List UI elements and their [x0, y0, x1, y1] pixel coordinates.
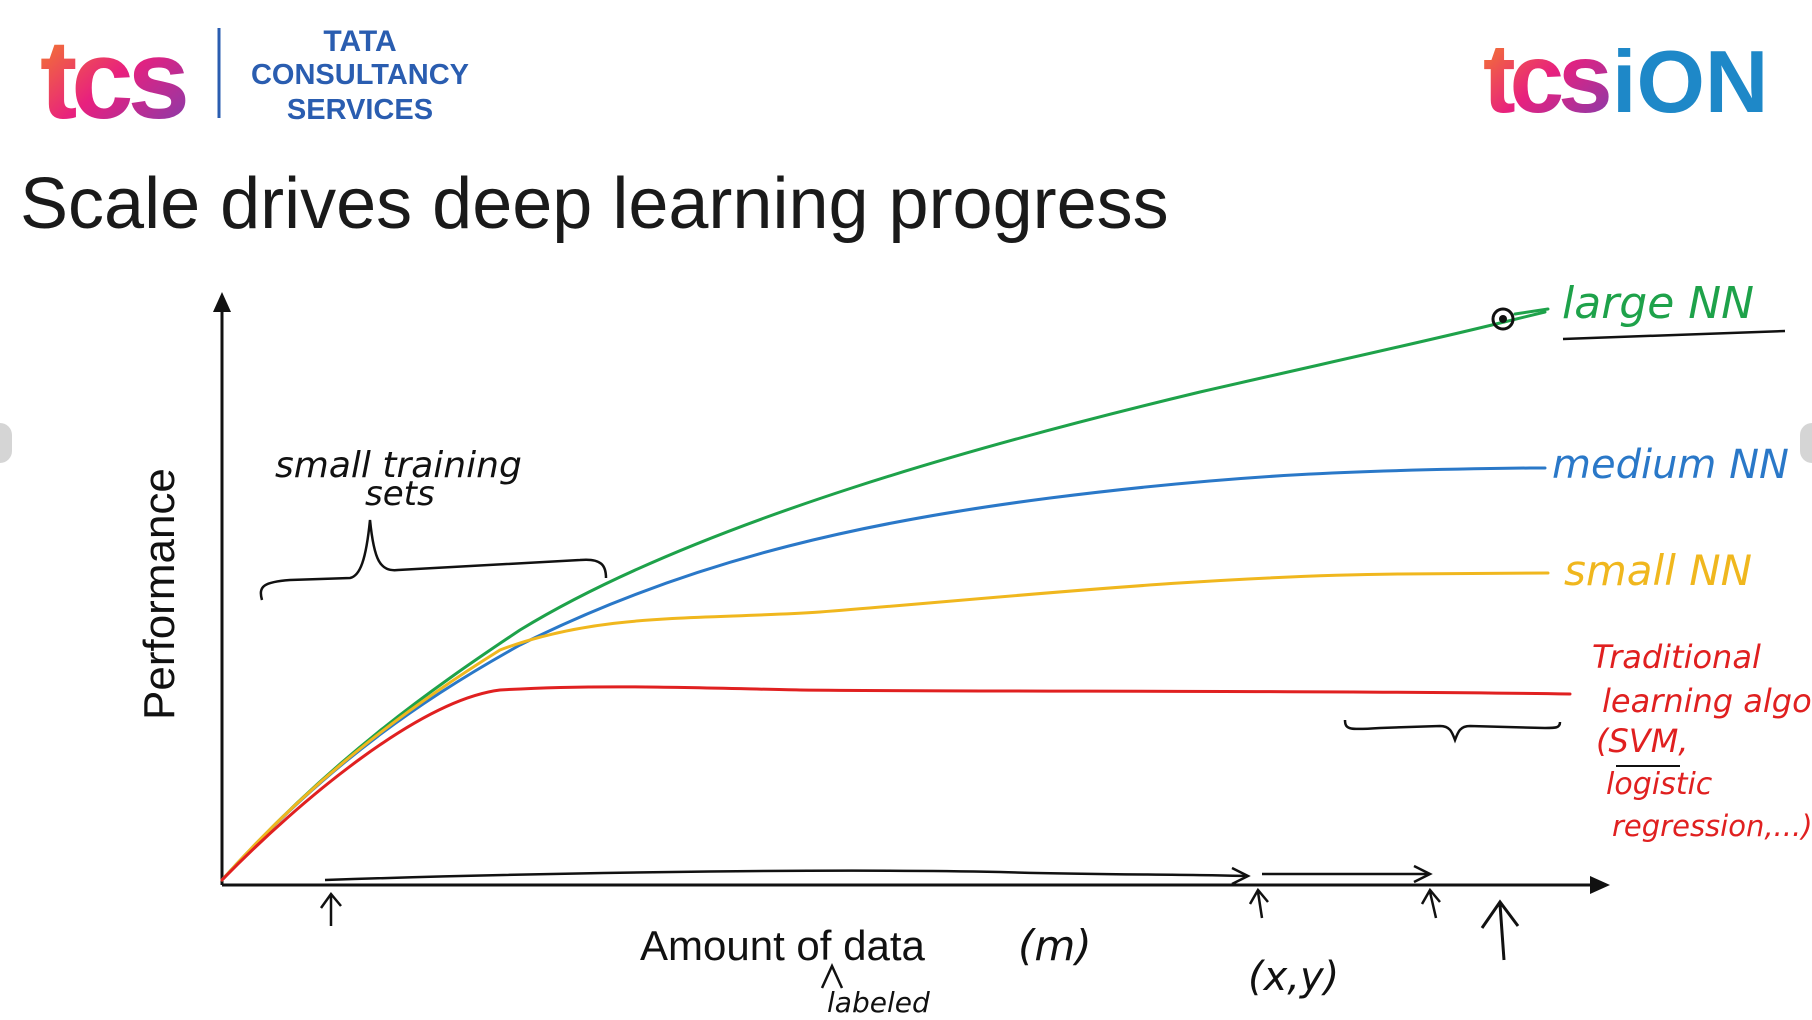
large-nn-endpoint-dot [1499, 315, 1507, 323]
trad-line-2: learning algo [1602, 682, 1812, 720]
bottom-annotations [319, 864, 1520, 989]
large-nn-curve [220, 310, 1547, 882]
trad-line-5: regression,...) [1612, 809, 1812, 843]
x-axis-arrow [1590, 876, 1610, 894]
tcs-logo-mark: tcs [40, 17, 186, 142]
small-training-label: small training [275, 445, 522, 486]
small-nn-curve [220, 571, 1550, 882]
medium-nn-curve [220, 466, 1547, 882]
large-nn-endpoint [1491, 307, 1515, 331]
medium-nn-label: medium NN [1552, 442, 1789, 488]
traditional-label: Traditional learning algo (SVM, logistic… [1592, 638, 1812, 843]
axes [213, 292, 1610, 894]
tcs-ion-mark: tcs [1483, 23, 1609, 133]
y-axis-arrow [213, 292, 231, 312]
data-range-arrow-2 [1413, 864, 1433, 884]
x-axis-label: Amount of data [640, 922, 925, 969]
tcs-logo: tcs TATA CONSULTANCY SERVICES [40, 17, 469, 142]
small-training-sets-annotation: small training sets [259, 445, 608, 601]
large-nn-underline [1562, 329, 1786, 341]
services-text: SERVICES [287, 94, 433, 126]
large-nn-label: large NN [1562, 278, 1754, 329]
performance-curves [220, 307, 1572, 882]
tata-text: TATA [323, 25, 396, 58]
slide-title: Scale drives deep learning progress [20, 164, 1169, 244]
xy-note: (x,y) [1248, 954, 1339, 1000]
labeled-caret [820, 962, 844, 989]
trad-line-3: (SVM, [1596, 722, 1688, 760]
traditional-curve [220, 685, 1572, 882]
tick-arrow-3 [1420, 887, 1441, 919]
tcs-ion-logo: tcs iON [1483, 23, 1768, 133]
m-note: (m) [1018, 921, 1092, 970]
trad-line-1: Traditional [1592, 638, 1761, 676]
y-axis-label: Performance [135, 468, 184, 720]
labeled-note: labeled [827, 986, 930, 1019]
data-range-arrow-1 [1231, 866, 1251, 886]
traditional-brace [1343, 719, 1562, 744]
big-up-arrow [1480, 899, 1520, 961]
data-range-line [324, 869, 1246, 882]
small-nn-label: small NN [1564, 546, 1752, 595]
consultancy-text: CONSULTANCY [251, 59, 469, 91]
right-edge-handle [1800, 423, 1812, 463]
small-sets-brace [259, 519, 608, 601]
left-edge-handle [0, 423, 12, 463]
tick-arrow-2 [1248, 887, 1269, 919]
trad-line-4: logistic [1606, 767, 1713, 802]
large-nn-leader [1513, 307, 1550, 316]
tick-arrow-1 [319, 891, 342, 926]
ion-text: iON [1612, 32, 1768, 131]
sets-label: sets [365, 474, 435, 514]
